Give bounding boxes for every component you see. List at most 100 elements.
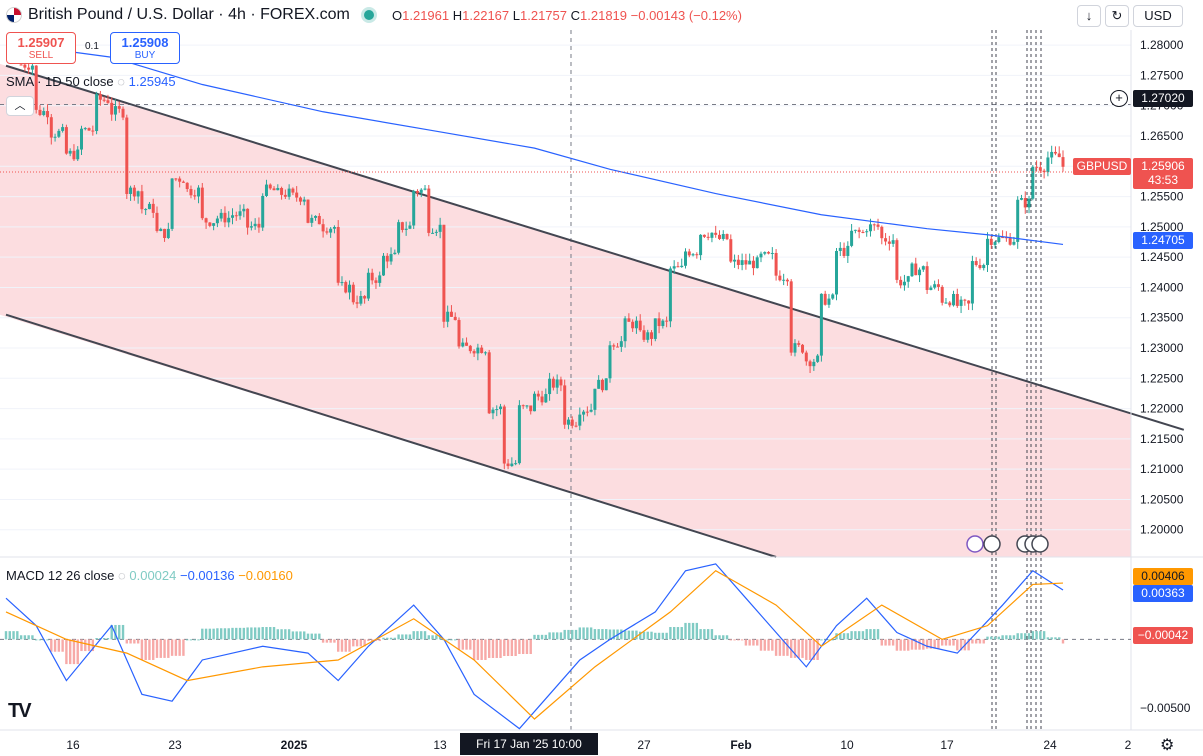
macd-histogram-bar <box>608 629 612 640</box>
add-alert-icon[interactable]: + <box>1110 90 1128 107</box>
x-tick-label: 23 <box>168 738 182 752</box>
compare-icon[interactable]: ↻ <box>1105 5 1129 27</box>
x-tick-label: 27 <box>637 738 651 752</box>
macd-histogram-bar <box>986 636 989 640</box>
market-open-icon <box>364 10 374 20</box>
candle-body <box>959 299 963 306</box>
candle-body <box>170 178 174 229</box>
candle-body <box>986 238 989 266</box>
macd-histogram-bar <box>997 636 1001 640</box>
candle-body <box>189 189 193 196</box>
sell-button[interactable]: 1.25907 SELL <box>6 32 76 64</box>
macd-histogram-bar <box>880 639 883 646</box>
candle-body <box>993 242 997 245</box>
candle-body <box>1031 166 1035 199</box>
macd-histogram-bar <box>65 639 68 665</box>
candle-body <box>608 345 612 379</box>
candle-body <box>185 182 189 190</box>
macd-histogram-bar <box>518 639 521 655</box>
symbol-title[interactable]: British Pound / U.S. Dollar · 4h · FOREX… <box>28 6 350 23</box>
candle-body <box>415 190 419 193</box>
y-tick-label: 1.21000 <box>1140 462 1184 476</box>
candle-body <box>389 254 393 262</box>
macd-histogram-bar <box>186 639 189 641</box>
macd-histogram-bar <box>38 639 42 641</box>
macd-histogram-bar <box>533 634 536 640</box>
candle-body <box>963 299 967 301</box>
candle-body <box>646 332 650 340</box>
macd-histogram-bar <box>876 629 880 640</box>
candle-body <box>902 281 906 286</box>
macd-histogram-bar <box>31 635 34 640</box>
candle-body <box>200 187 204 219</box>
macd-histogram-bar <box>178 639 181 656</box>
candle-body <box>676 266 680 268</box>
macd-histogram-bar <box>974 639 978 644</box>
candle-body <box>385 255 389 262</box>
candle-body <box>136 191 140 197</box>
candle-body <box>521 405 525 407</box>
buy-button[interactable]: 1.25908 BUY <box>110 32 180 64</box>
candle-body <box>434 231 438 233</box>
candle-body <box>110 102 114 115</box>
candle-body <box>989 238 993 245</box>
candle-body <box>34 65 38 110</box>
candle-body <box>1012 241 1016 245</box>
candle-body <box>23 64 27 68</box>
macd-eye-icon[interactable]: ◌ <box>118 568 126 583</box>
sma-eye-icon[interactable]: ◌ <box>117 74 126 89</box>
y-tick-label: 1.25000 <box>1140 220 1184 234</box>
currency-button[interactable]: USD <box>1133 5 1183 27</box>
candle-body <box>329 228 333 233</box>
candle-body <box>967 300 971 304</box>
macd-histogram-bar <box>699 629 702 640</box>
macd-histogram-bar <box>737 639 740 641</box>
macd-histogram-bar <box>1012 635 1016 640</box>
macd-histogram-bar <box>982 639 985 644</box>
macd-histogram-bar <box>472 639 476 660</box>
candle-body <box>857 229 861 232</box>
macd-histogram-bar <box>808 639 812 660</box>
macd-signal-label: 0.00406 <box>1133 568 1193 585</box>
channel-fill <box>0 63 1131 558</box>
macd-histogram-bar <box>159 639 162 658</box>
down-arrow-icon[interactable]: ↓ <box>1077 5 1101 27</box>
candle-body <box>944 302 948 304</box>
candle-body <box>57 130 61 137</box>
candle-body <box>778 275 782 281</box>
candle-body <box>574 425 578 427</box>
candle-body <box>53 136 57 138</box>
macd-histogram-bar <box>280 629 283 640</box>
gear-icon[interactable]: ⚙ <box>1160 737 1175 754</box>
macd-histogram-bar <box>525 639 529 655</box>
candle-body <box>1019 198 1023 200</box>
macd-histogram-bar <box>35 639 38 641</box>
collapse-legend-icon[interactable]: ︿ <box>6 96 34 116</box>
macd-histogram-bar <box>914 639 917 650</box>
sma-legend[interactable]: SMA · 1D 50 close ◌ 1.25945 <box>6 74 176 89</box>
macd-histogram-bar <box>133 639 136 644</box>
candle-body <box>710 232 714 238</box>
macd-histogram-bar <box>748 639 751 646</box>
candle-body <box>650 332 654 339</box>
macd-line <box>5 563 1064 730</box>
macd-legend[interactable]: MACD 12 26 close ◌ 0.00024 −0.00136 −0.0… <box>6 568 293 583</box>
macd-histogram-bar <box>537 634 540 640</box>
macd-histogram-bar <box>831 639 834 641</box>
macd-histogram-bar <box>744 639 748 646</box>
candle-body <box>27 67 31 70</box>
candle-body <box>884 238 888 242</box>
channel-lower-line <box>5 313 777 558</box>
macd-histogram-bar <box>499 639 502 658</box>
macd-histogram-bar <box>759 639 763 651</box>
candle-body <box>835 250 838 295</box>
candle-body <box>740 260 744 265</box>
candle-body <box>838 247 842 251</box>
candle-body <box>544 394 548 403</box>
candle-body <box>253 223 257 227</box>
candle-body <box>801 344 805 353</box>
macd-histogram-bar <box>386 637 389 640</box>
candle-body <box>759 253 763 258</box>
macd-histogram-bar <box>665 632 668 640</box>
